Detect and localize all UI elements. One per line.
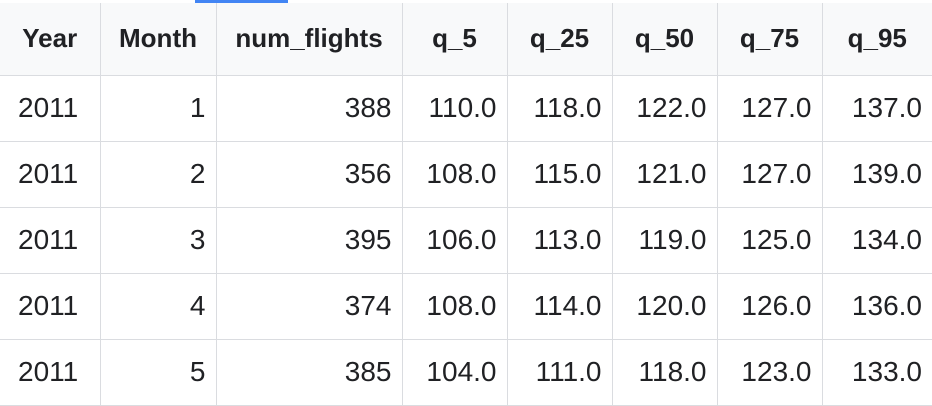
cell-month[interactable]: 4 bbox=[99, 272, 217, 340]
column-header-q-95[interactable]: q_95 bbox=[821, 3, 932, 76]
cell-num-flights[interactable]: 385 bbox=[215, 338, 403, 406]
column-header-q-75[interactable]: q_75 bbox=[716, 3, 823, 76]
results-table: Year Month num_flights q_5 q_25 q_50 q_7… bbox=[0, 3, 932, 406]
cell-q-50[interactable]: 121.0 bbox=[611, 140, 718, 208]
cell-q-5[interactable]: 108.0 bbox=[401, 272, 508, 340]
cell-q-25[interactable]: 114.0 bbox=[506, 272, 613, 340]
column-header-year[interactable]: Year bbox=[0, 3, 101, 76]
cell-q-50[interactable]: 119.0 bbox=[611, 206, 718, 274]
cell-month[interactable]: 2 bbox=[99, 140, 217, 208]
cell-q-5[interactable]: 110.0 bbox=[401, 74, 508, 142]
cell-q-25[interactable]: 118.0 bbox=[506, 74, 613, 142]
cell-q-95[interactable]: 134.0 bbox=[821, 206, 932, 274]
cell-num-flights[interactable]: 374 bbox=[215, 272, 403, 340]
cell-q-75[interactable]: 123.0 bbox=[716, 338, 823, 406]
column-header-q-25[interactable]: q_25 bbox=[506, 3, 613, 76]
cell-q-5[interactable]: 104.0 bbox=[401, 338, 508, 406]
cell-num-flights[interactable]: 356 bbox=[215, 140, 403, 208]
cell-q-95[interactable]: 133.0 bbox=[821, 338, 932, 406]
cell-q-75[interactable]: 127.0 bbox=[716, 74, 823, 142]
cell-q-50[interactable]: 118.0 bbox=[611, 338, 718, 406]
table-row: 2011 1 388 110.0 118.0 122.0 127.0 137.0 bbox=[0, 74, 932, 142]
active-tab-indicator bbox=[195, 0, 288, 3]
cell-q-75[interactable]: 127.0 bbox=[716, 140, 823, 208]
cell-q-25[interactable]: 111.0 bbox=[506, 338, 613, 406]
table-header-row: Year Month num_flights q_5 q_25 q_50 q_7… bbox=[0, 3, 932, 76]
cell-q-75[interactable]: 126.0 bbox=[716, 272, 823, 340]
cell-num-flights[interactable]: 388 bbox=[215, 74, 403, 142]
column-header-num-flights[interactable]: num_flights bbox=[215, 3, 403, 76]
cell-year[interactable]: 2011 bbox=[0, 206, 101, 274]
cell-num-flights[interactable]: 395 bbox=[215, 206, 403, 274]
cell-q-50[interactable]: 122.0 bbox=[611, 74, 718, 142]
cell-year[interactable]: 2011 bbox=[0, 140, 101, 208]
cell-month[interactable]: 1 bbox=[99, 74, 217, 142]
cell-q-25[interactable]: 113.0 bbox=[506, 206, 613, 274]
cell-year[interactable]: 2011 bbox=[0, 338, 101, 406]
cell-month[interactable]: 5 bbox=[99, 338, 217, 406]
cell-q-95[interactable]: 137.0 bbox=[821, 74, 932, 142]
cell-q-5[interactable]: 108.0 bbox=[401, 140, 508, 208]
cell-q-75[interactable]: 125.0 bbox=[716, 206, 823, 274]
column-header-q-5[interactable]: q_5 bbox=[401, 3, 508, 76]
cell-month[interactable]: 3 bbox=[99, 206, 217, 274]
cell-year[interactable]: 2011 bbox=[0, 74, 101, 142]
column-header-month[interactable]: Month bbox=[99, 3, 217, 76]
cell-q-5[interactable]: 106.0 bbox=[401, 206, 508, 274]
cell-q-25[interactable]: 115.0 bbox=[506, 140, 613, 208]
cell-year[interactable]: 2011 bbox=[0, 272, 101, 340]
table-row: 2011 4 374 108.0 114.0 120.0 126.0 136.0 bbox=[0, 272, 932, 340]
cell-q-50[interactable]: 120.0 bbox=[611, 272, 718, 340]
table-row: 2011 5 385 104.0 111.0 118.0 123.0 133.0 bbox=[0, 338, 932, 406]
table-row: 2011 2 356 108.0 115.0 121.0 127.0 139.0 bbox=[0, 140, 932, 208]
cell-q-95[interactable]: 136.0 bbox=[821, 272, 932, 340]
table-row: 2011 3 395 106.0 113.0 119.0 125.0 134.0 bbox=[0, 206, 932, 274]
cell-q-95[interactable]: 139.0 bbox=[821, 140, 932, 208]
column-header-q-50[interactable]: q_50 bbox=[611, 3, 718, 76]
